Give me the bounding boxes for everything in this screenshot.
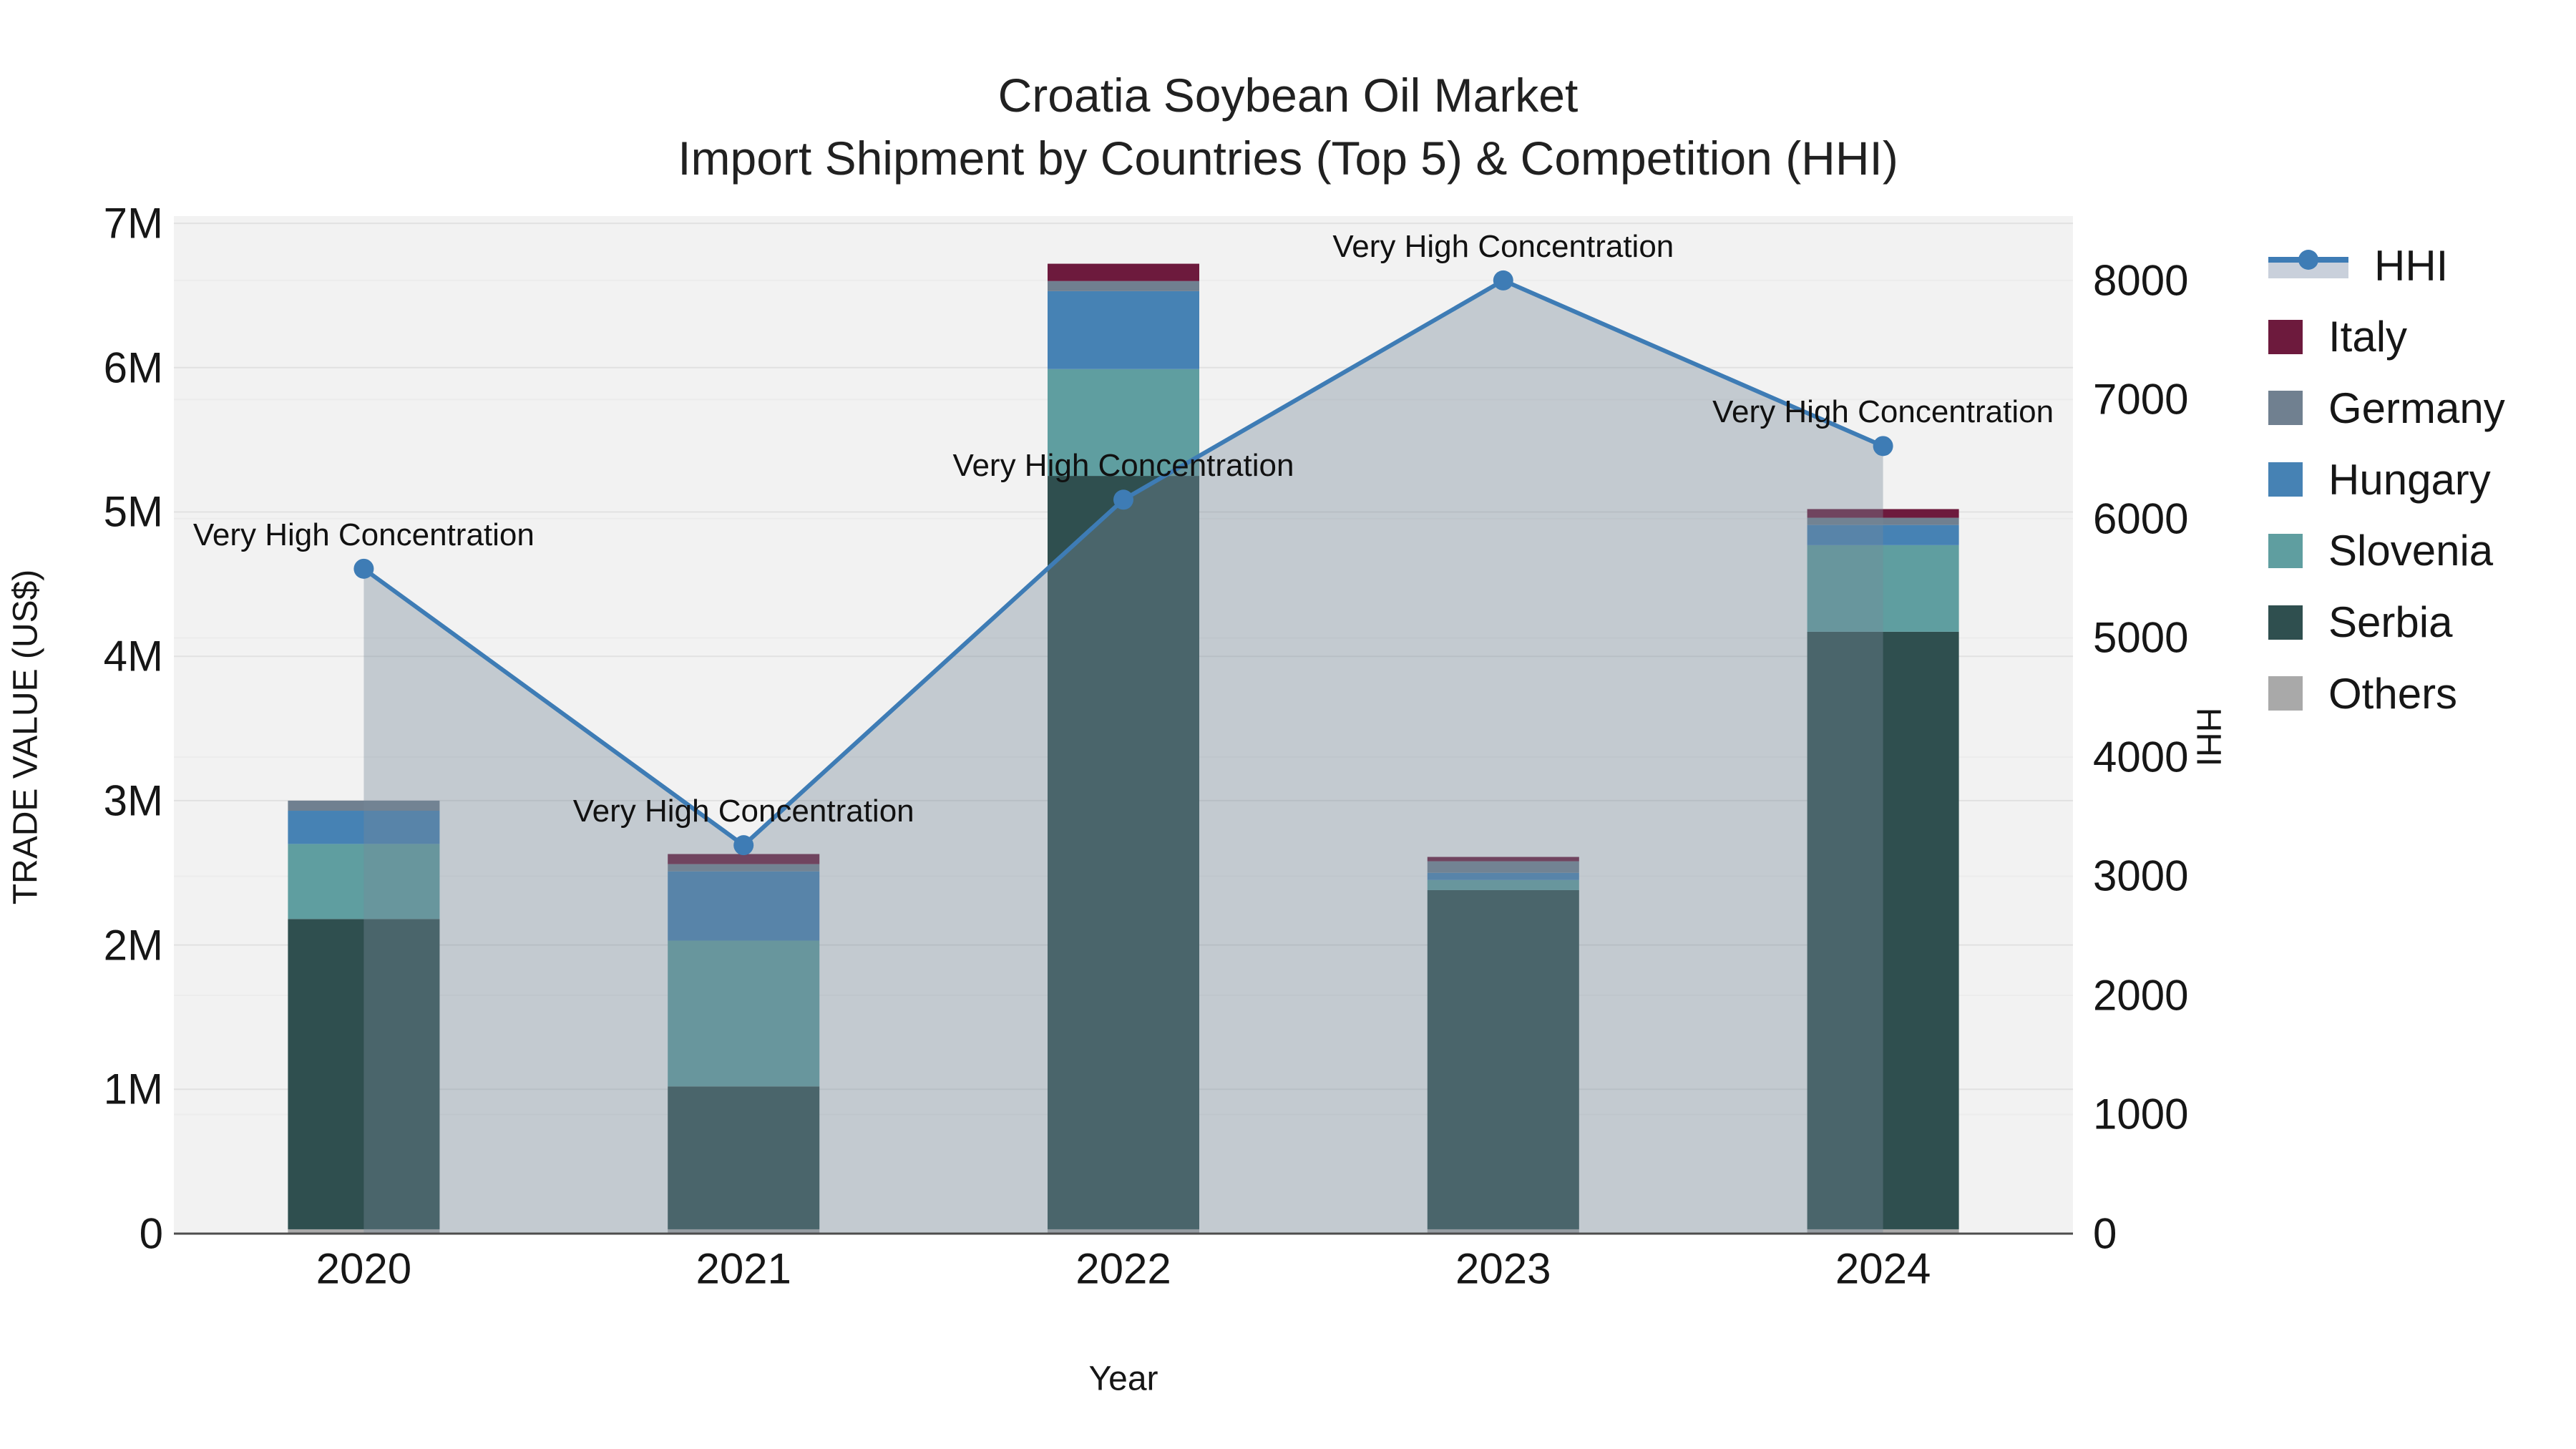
y-left-axis-title: TRADE VALUE (US$) — [6, 569, 45, 905]
bar-segment-germany-2021 — [668, 864, 820, 872]
y-right-tick-8000: 8000 — [2093, 256, 2189, 305]
bar-segment-hungary-2022 — [1048, 291, 1199, 369]
y-right-axis-title: HHI — [2189, 707, 2228, 767]
legend-swatch-others — [2268, 676, 2303, 711]
y-right-tick-2000: 2000 — [2093, 971, 2189, 1020]
hhi-marker-2024 — [1873, 436, 1893, 457]
bar-segment-germany-2022 — [1048, 280, 1199, 291]
hhi-marker-2021 — [733, 835, 754, 856]
y-left-tick-5M: 5M — [103, 487, 163, 536]
bar-segment-others-2020 — [288, 1229, 440, 1234]
bar-segment-slovenia-2023 — [1427, 879, 1579, 890]
legend-item-germany[interactable]: Germany — [2268, 379, 2505, 436]
bar-segment-serbia-2023 — [1427, 889, 1579, 1229]
bar-segment-serbia-2020 — [288, 919, 440, 1229]
annotation-2023: Very High Concentration — [1332, 228, 1674, 264]
bar-segment-germany-2020 — [288, 800, 440, 811]
legend-item-italy[interactable]: Italy — [2268, 308, 2407, 366]
y-right-tick-3000: 3000 — [2093, 852, 2189, 900]
hhi-marker-2023 — [1493, 270, 1513, 291]
legend-label-slovenia: Slovenia — [2328, 527, 2494, 575]
legend-label-germany: Germany — [2328, 384, 2505, 432]
legend-swatch-hungary — [2268, 462, 2303, 497]
bar-segment-serbia-2024 — [1807, 631, 1959, 1229]
x-tick-2023: 2023 — [1455, 1244, 1551, 1293]
bar-segment-slovenia-2024 — [1807, 545, 1959, 632]
hhi-marker-2022 — [1113, 489, 1133, 510]
hhi-marker-swatch-dot — [2298, 250, 2318, 270]
hhi-line-swatch — [2268, 248, 2348, 283]
bar-segment-serbia-2021 — [668, 1086, 820, 1229]
y-left-tick-4M: 4M — [103, 632, 163, 680]
y-right-tick-5000: 5000 — [2093, 613, 2189, 662]
legend-item-hhi[interactable]: HHI — [2268, 237, 2448, 294]
legend-item-others[interactable]: Others — [2268, 665, 2457, 722]
annotation-2022: Very High Concentration — [952, 448, 1294, 484]
legend-label-hungary: Hungary — [2328, 455, 2491, 504]
x-tick-2021: 2021 — [696, 1244, 791, 1293]
y-right-tick-1000: 1000 — [2093, 1090, 2189, 1138]
legend-swatch-slovenia — [2268, 533, 2303, 568]
legend-swatch-italy — [2268, 319, 2303, 354]
bar-segment-germany-2024 — [1807, 517, 1959, 525]
bar-segment-others-2024 — [1807, 1229, 1959, 1234]
chart-title-line-1: Croatia Soybean Oil Market — [997, 69, 1579, 122]
y-left-tick-3M: 3M — [103, 776, 163, 825]
legend-label-others: Others — [2328, 669, 2458, 718]
legend-label-serbia: Serbia — [2328, 598, 2453, 646]
bar-segment-others-2023 — [1427, 1229, 1579, 1234]
legend-item-slovenia[interactable]: Slovenia — [2268, 522, 2493, 580]
y-left-tick-1M: 1M — [103, 1065, 163, 1113]
y-right-tick-4000: 4000 — [2093, 733, 2189, 781]
y-right-tick-6000: 6000 — [2093, 494, 2189, 543]
bar-segment-hungary-2021 — [668, 871, 820, 941]
bar-segment-slovenia-2022 — [1048, 369, 1199, 477]
legend-label-hhi: HHI — [2374, 241, 2449, 290]
bar-segment-serbia-2022 — [1048, 476, 1199, 1229]
bar-segment-slovenia-2021 — [668, 940, 820, 1087]
bar-segment-italy-2023 — [1427, 857, 1579, 862]
bar-segment-italy-2024 — [1807, 509, 1959, 518]
bar-segment-slovenia-2020 — [288, 844, 440, 919]
legend-swatch-germany — [2268, 391, 2303, 426]
legend-label-italy: Italy — [2328, 313, 2408, 361]
x-tick-2020: 2020 — [316, 1244, 412, 1293]
bar-segment-italy-2021 — [668, 854, 820, 864]
bar-segment-germany-2023 — [1427, 861, 1579, 873]
bar-segment-hungary-2024 — [1807, 525, 1959, 545]
y-right-tick-0: 0 — [2093, 1209, 2117, 1258]
bar-segment-hungary-2023 — [1427, 872, 1579, 880]
y-left-tick-6M: 6M — [103, 343, 163, 392]
y-left-tick-7M: 7M — [103, 199, 163, 248]
legend-swatch-serbia — [2268, 605, 2303, 640]
annotation-2024: Very High Concentration — [1712, 394, 2054, 430]
bar-segment-others-2021 — [668, 1229, 820, 1234]
hhi-marker-2020 — [353, 558, 374, 579]
x-tick-2022: 2022 — [1075, 1244, 1171, 1293]
annotation-2021: Very High Concentration — [572, 794, 914, 829]
y-right-tick-7000: 7000 — [2093, 375, 2189, 424]
chart-title-line-2: Import Shipment by Countries (Top 5) & C… — [678, 132, 1898, 185]
legend-item-hungary[interactable]: Hungary — [2268, 451, 2491, 508]
bar-segment-italy-2022 — [1048, 263, 1199, 281]
y-left-tick-2M: 2M — [103, 921, 163, 970]
annotation-2020: Very High Concentration — [192, 517, 535, 552]
x-axis-title: Year — [1088, 1360, 1158, 1398]
y-left-tick-0: 0 — [139, 1209, 163, 1258]
legend-item-serbia[interactable]: Serbia — [2268, 594, 2452, 651]
bar-segment-hungary-2020 — [288, 811, 440, 844]
x-tick-2024: 2024 — [1835, 1244, 1931, 1293]
bar-segment-others-2022 — [1048, 1229, 1199, 1234]
hhi-area-fill — [364, 280, 1883, 1234]
